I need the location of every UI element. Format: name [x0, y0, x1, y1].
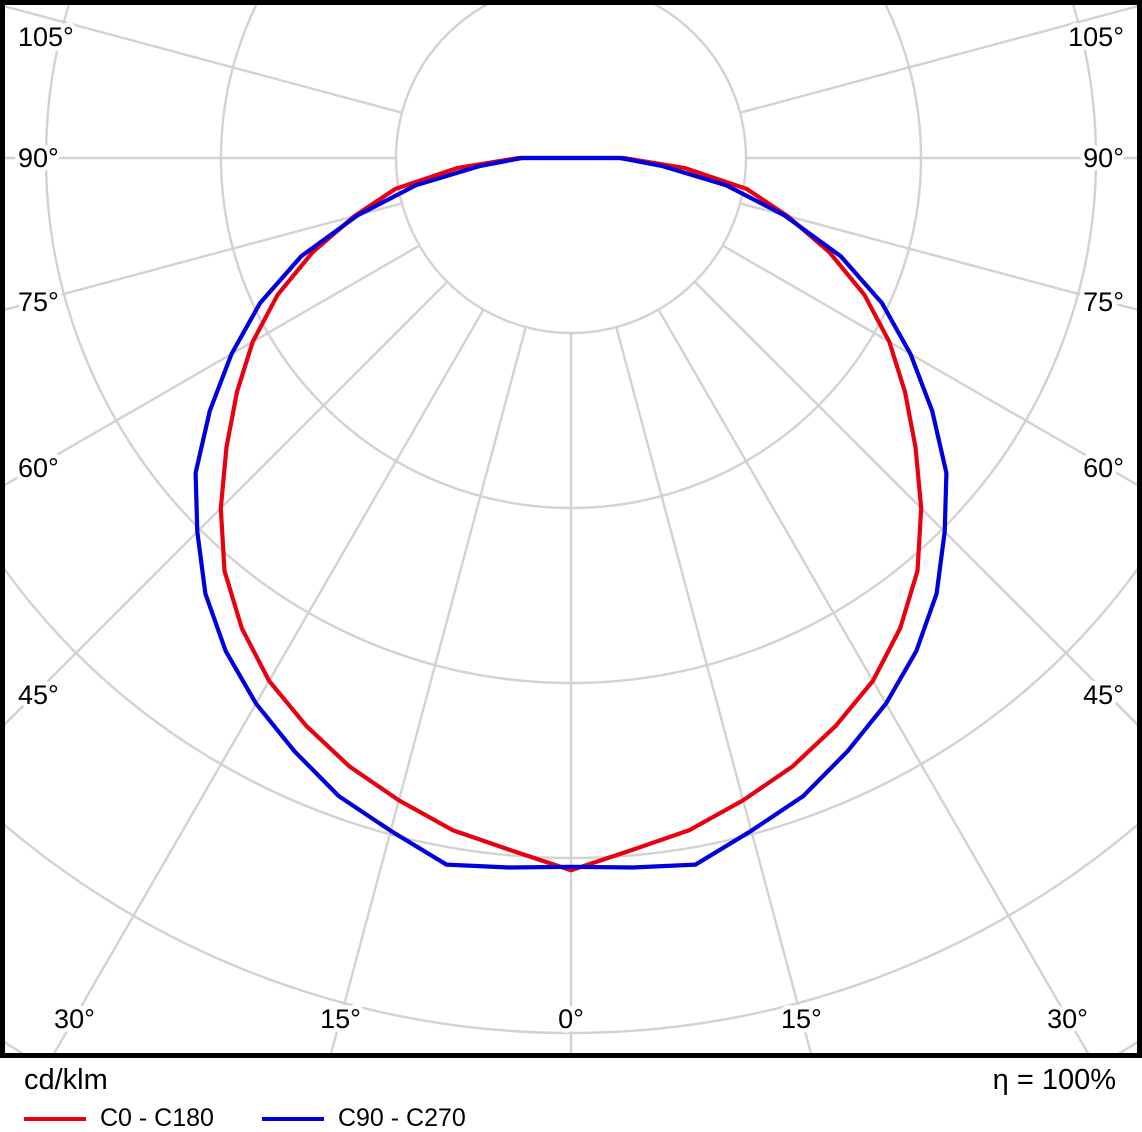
angle-label: 15° [320, 1004, 361, 1034]
legend-label-c90-c270: C90 - C270 [337, 1104, 466, 1132]
efficiency-value: η = 100% [992, 1064, 1116, 1096]
curve-c90-c270 [193, 155, 949, 870]
angle-label: 15° [781, 1004, 822, 1034]
angle-label: 90° [18, 143, 59, 173]
grid-radial-line [5, 280, 449, 726]
legend-label-c0-c180: C0 - C180 [100, 1104, 214, 1132]
legend-swatch-c0-c180 [24, 1116, 86, 1121]
grid-radial-line [51, 308, 485, 1055]
angle-label: 60° [18, 453, 59, 483]
grid-radial-line [5, 5, 403, 114]
angle-tick-labels: 0° 15° 15° 30° 30° 45° 45° 60° 60° 75° 75° 90° 90° 10… [14, 18, 1129, 1039]
grid-radial-line [693, 280, 1137, 726]
angle-label: 75° [1083, 287, 1124, 317]
angle-label: 105° [1068, 22, 1124, 52]
grid-radial-line [329, 326, 527, 1055]
angle-label: 90° [1083, 143, 1124, 173]
angle-label: 75° [18, 287, 59, 317]
grid-radial-line [739, 202, 1137, 311]
angle-label: 30° [1047, 1004, 1088, 1034]
angle-label: 0° [558, 1004, 584, 1034]
grid-radial-line [657, 308, 1091, 1055]
angle-label: 105° [18, 22, 74, 52]
angle-label: 30° [54, 1004, 95, 1034]
legend: C0 - C180 C90 - C270 [24, 1104, 514, 1132]
legend-swatch-c90-c270 [261, 1116, 324, 1121]
angle-label: 45° [1083, 680, 1124, 710]
grid-radial-line [721, 244, 1137, 487]
bottom-strip: cd/klm η = 100% C0 - C180 C90 - C270 [0, 1058, 1142, 1132]
angle-label: 60° [1083, 453, 1124, 483]
angle-label: 45° [18, 680, 59, 710]
grid-radial-line [739, 5, 1137, 114]
plot-frame-border [0, 0, 1142, 1058]
grid-radial-line [615, 326, 813, 1055]
grid-radial-line [5, 202, 403, 311]
units-label: cd/klm [24, 1064, 108, 1096]
curve-c0-c180 [218, 155, 924, 873]
intensity-curves [193, 155, 949, 873]
efficiency-label: η = 100% [993, 1064, 1116, 1097]
grid-radial-line [5, 244, 421, 487]
